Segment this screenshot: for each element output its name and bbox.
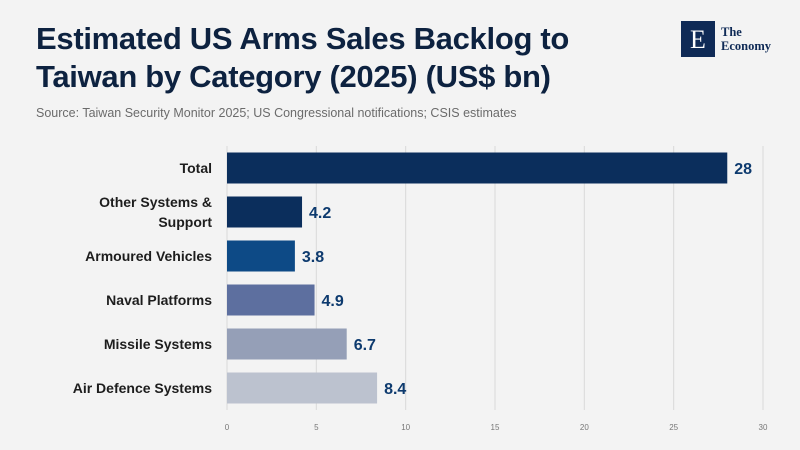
x-tick-label-25: 25 bbox=[669, 423, 678, 432]
bar-3 bbox=[227, 284, 315, 316]
bar-0 bbox=[227, 152, 728, 184]
category-label-2: Armoured Vehicles bbox=[85, 248, 212, 264]
x-tick-label-15: 15 bbox=[491, 423, 500, 432]
value-label-3: 4.9 bbox=[322, 293, 344, 310]
value-label-0: 28 bbox=[734, 161, 752, 178]
x-tick-label-30: 30 bbox=[759, 423, 768, 432]
value-label-5: 8.4 bbox=[384, 381, 406, 398]
grid-lines bbox=[226, 146, 764, 410]
logo-line-2: Economy bbox=[721, 39, 771, 53]
bar-5 bbox=[227, 372, 378, 404]
logo-line-1: The bbox=[721, 25, 742, 39]
category-label-3: Naval Platforms bbox=[106, 292, 212, 308]
labels: 0 5 10 15 20 25 30 Total 28 Other Systems & Suppor… bbox=[73, 160, 768, 432]
logo-e-icon: E bbox=[681, 21, 715, 57]
chart-source: Source: Taiwan Security Monitor 2025; US… bbox=[36, 106, 517, 120]
svg-text:E: E bbox=[690, 25, 706, 54]
x-tick-label-10: 10 bbox=[401, 423, 410, 432]
bar-4 bbox=[227, 328, 347, 360]
category-label-5: Air Defence Systems bbox=[73, 380, 213, 396]
x-tick-label-20: 20 bbox=[580, 423, 589, 432]
value-label-1: 4.2 bbox=[309, 205, 331, 222]
x-tick-label-0: 0 bbox=[225, 423, 230, 432]
category-label-1: Other Systems & Support bbox=[99, 194, 212, 230]
category-label-4: Missile Systems bbox=[104, 336, 212, 352]
chart-title: Estimated US Arms Sales Backlog to Taiwa… bbox=[36, 21, 570, 94]
x-tick-label-5: 5 bbox=[314, 423, 319, 432]
logo-wordmark: The Economy bbox=[721, 25, 771, 53]
category-label-0: Total bbox=[180, 160, 212, 176]
the-economy-logo: E The Economy bbox=[681, 21, 771, 57]
bars bbox=[227, 152, 728, 404]
bar-2 bbox=[227, 240, 295, 272]
value-label-2: 3.8 bbox=[302, 249, 324, 266]
bar-1 bbox=[227, 196, 303, 228]
value-label-4: 6.7 bbox=[354, 337, 376, 354]
